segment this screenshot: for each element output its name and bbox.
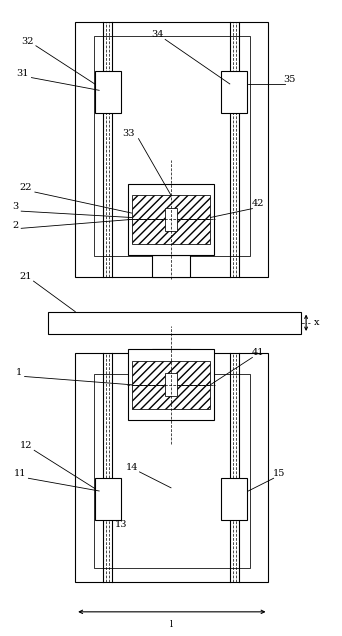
Text: 34: 34 <box>151 31 163 39</box>
Text: x: x <box>314 318 319 327</box>
Text: 22: 22 <box>19 183 32 192</box>
Bar <box>132 385 210 409</box>
Text: 42: 42 <box>252 199 264 208</box>
Bar <box>221 478 247 520</box>
Text: 2: 2 <box>12 221 18 230</box>
Bar <box>152 255 190 277</box>
Bar <box>95 71 121 113</box>
Bar <box>75 22 268 277</box>
Text: 41: 41 <box>252 349 264 357</box>
Text: 1: 1 <box>16 368 22 377</box>
Bar <box>221 71 247 113</box>
Bar <box>128 184 214 255</box>
Bar <box>94 374 250 568</box>
Bar <box>75 353 268 582</box>
Text: 31: 31 <box>16 69 28 78</box>
Bar <box>165 208 177 231</box>
Bar <box>128 349 214 420</box>
Bar <box>132 219 210 244</box>
Text: 33: 33 <box>122 129 134 138</box>
Text: 12: 12 <box>19 441 32 450</box>
Bar <box>152 349 190 353</box>
Text: 14: 14 <box>126 463 138 472</box>
Bar <box>132 195 210 219</box>
Text: 15: 15 <box>273 469 285 478</box>
Text: 21: 21 <box>19 272 32 281</box>
Bar <box>48 312 301 334</box>
Text: 13: 13 <box>115 520 128 529</box>
Text: l: l <box>169 620 173 629</box>
Text: 3: 3 <box>12 202 18 211</box>
Bar <box>94 36 250 256</box>
Bar <box>165 373 177 396</box>
Bar <box>132 361 210 385</box>
Text: 35: 35 <box>283 75 295 84</box>
Bar <box>95 478 121 520</box>
Text: 32: 32 <box>21 37 34 46</box>
Text: 11: 11 <box>14 469 27 478</box>
